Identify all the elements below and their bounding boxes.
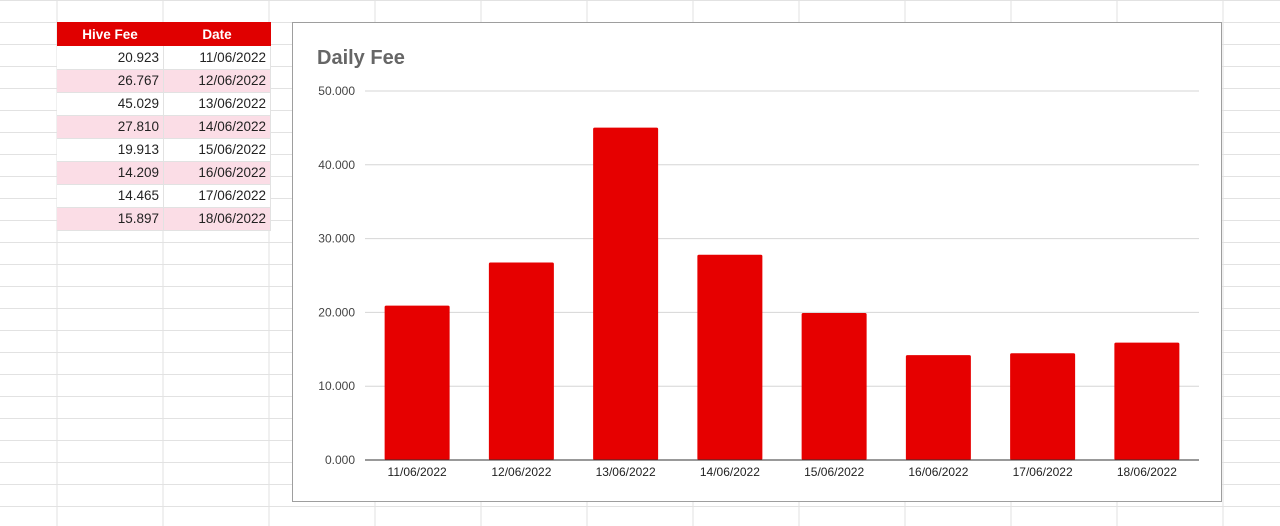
x-tick-label: 14/06/2022 (700, 465, 760, 479)
cell-date[interactable]: 13/06/2022 (163, 92, 271, 116)
x-tick-label: 18/06/2022 (1117, 465, 1177, 479)
x-tick-label: 15/06/2022 (804, 465, 864, 479)
bar[interactable] (697, 254, 763, 460)
x-axis-ticks: 11/06/2022 12/06/2022 13/06/2022 14/06/2022… (388, 465, 1178, 479)
data-table: Hive Fee Date 20.923 11/06/2022 26.767 1… (57, 22, 271, 231)
table-row: 45.029 13/06/2022 (57, 92, 271, 116)
bar[interactable] (801, 313, 867, 460)
cell-date[interactable]: 18/06/2022 (163, 207, 271, 231)
y-tick-label: 0.000 (325, 453, 355, 467)
bar[interactable] (593, 127, 659, 461)
chart-bars (384, 127, 1180, 461)
chart-title: Daily Fee (317, 47, 405, 69)
bar[interactable] (1010, 353, 1076, 460)
cell-date[interactable]: 14/06/2022 (163, 115, 271, 139)
y-tick-label: 40.000 (318, 158, 355, 172)
x-tick-label: 12/06/2022 (491, 465, 551, 479)
bar-chart: Daily Fee 0.000 10.000 20.000 30.000 40.000 5… (317, 47, 1199, 479)
table-row: 26.767 12/06/2022 (57, 69, 271, 93)
bar[interactable] (905, 355, 971, 460)
chart-container[interactable]: Daily Fee 0.000 10.000 20.000 30.000 40.000 5… (292, 22, 1222, 502)
cell-date[interactable]: 17/06/2022 (163, 184, 271, 208)
table-header-row: Hive Fee Date (57, 22, 271, 46)
x-tick-label: 13/06/2022 (596, 465, 656, 479)
y-tick-label: 50.000 (318, 84, 355, 98)
table-row: 15.897 18/06/2022 (57, 207, 271, 231)
cell-fee[interactable]: 26.767 (57, 69, 164, 93)
table-row: 19.913 15/06/2022 (57, 138, 271, 162)
bar[interactable] (384, 305, 450, 460)
cell-fee[interactable]: 14.465 (57, 184, 164, 208)
table-row: 27.810 14/06/2022 (57, 115, 271, 139)
cell-fee[interactable]: 27.810 (57, 115, 164, 139)
cell-fee[interactable]: 20.923 (57, 46, 164, 70)
header-hive-fee[interactable]: Hive Fee (57, 22, 164, 46)
y-tick-label: 20.000 (318, 305, 355, 319)
cell-date[interactable]: 12/06/2022 (163, 69, 271, 93)
cell-date[interactable]: 16/06/2022 (163, 161, 271, 185)
y-tick-label: 10.000 (318, 379, 355, 393)
cell-fee[interactable]: 14.209 (57, 161, 164, 185)
table-row: 14.209 16/06/2022 (57, 161, 271, 185)
table-row: 20.923 11/06/2022 (57, 46, 271, 70)
cell-date[interactable]: 11/06/2022 (163, 46, 271, 70)
y-tick-label: 30.000 (318, 232, 355, 246)
cell-fee[interactable]: 19.913 (57, 138, 164, 162)
x-tick-label: 17/06/2022 (1013, 465, 1073, 479)
cell-fee[interactable]: 15.897 (57, 207, 164, 231)
cell-date[interactable]: 15/06/2022 (163, 138, 271, 162)
x-tick-label: 16/06/2022 (908, 465, 968, 479)
table-row: 14.465 17/06/2022 (57, 184, 271, 208)
cell-fee[interactable]: 45.029 (57, 92, 164, 116)
bar[interactable] (1114, 342, 1180, 460)
bar[interactable] (488, 262, 554, 460)
header-date[interactable]: Date (163, 22, 271, 46)
y-axis-ticks: 0.000 10.000 20.000 30.000 40.000 50.000 (318, 84, 355, 467)
x-tick-label: 11/06/2022 (388, 465, 447, 479)
